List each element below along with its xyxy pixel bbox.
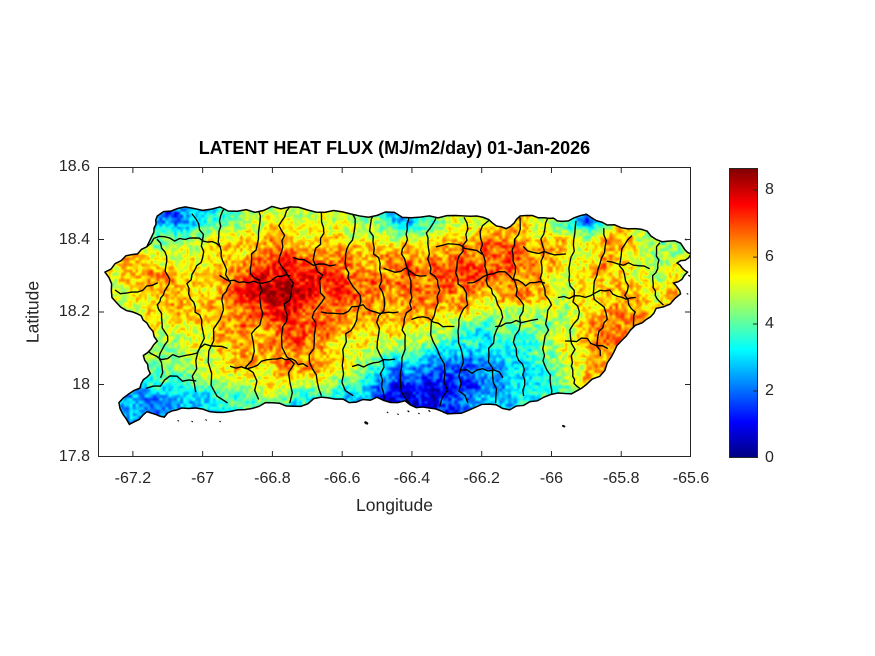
chart-title: LATENT HEAT FLUX (MJ/m2/day) 01-Jan-2026	[198, 138, 591, 158]
x-tick-label: -65.8	[603, 470, 640, 487]
x-tick-label: -67.2	[114, 470, 152, 487]
x-tick-label: -67	[191, 470, 215, 487]
y-tick-label: 18	[72, 375, 90, 393]
y-tick-label: 18.6	[58, 158, 90, 175]
heatmap-plot-canvas	[98, 167, 691, 457]
y-tick-label: 17.8	[58, 448, 90, 465]
colorbar-tick-label: 2	[765, 382, 774, 400]
x-tick-label: -66.6	[323, 470, 361, 487]
x-tick-label: -66.4	[393, 470, 431, 487]
x-axis-label: Longitude	[356, 495, 433, 515]
x-tick-label: -66.8	[254, 470, 291, 487]
x-tick-label: -66.2	[463, 470, 500, 487]
colorbar-canvas	[729, 168, 758, 458]
colorbar-tick-label: 0	[765, 449, 774, 466]
y-tick-label: 18.4	[58, 230, 90, 248]
colorbar-tick-label: 4	[765, 315, 774, 333]
colorbar-tick-label: 8	[765, 181, 774, 199]
colorbar-tick-label: 6	[765, 248, 774, 266]
x-tick-label: -66	[539, 470, 564, 487]
x-tick-label: -65.6	[672, 470, 710, 487]
y-tick-label: 18.2	[58, 303, 90, 320]
